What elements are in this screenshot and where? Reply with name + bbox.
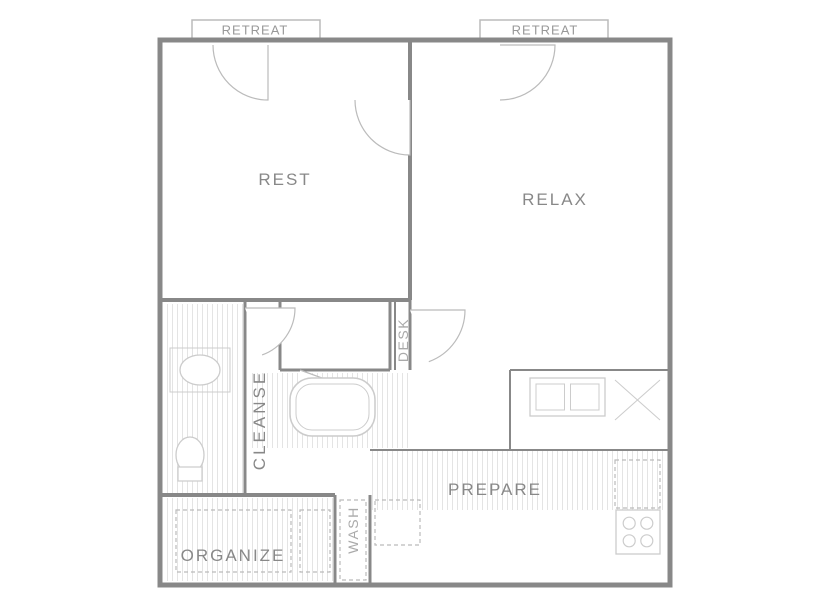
floorplan-svg [0, 0, 820, 600]
label-desk: DESK [395, 318, 411, 362]
label-organize: ORGANIZE [181, 546, 286, 566]
label-cleanse: CLEANSE [250, 370, 270, 470]
label-relax: RELAX [522, 190, 588, 210]
label-retreat1: RETREAT [222, 23, 289, 38]
label-rest: REST [258, 170, 311, 190]
label-retreat2: RETREAT [512, 23, 579, 38]
label-wash: WASH [345, 506, 361, 553]
label-prepare: PREPARE [448, 480, 542, 500]
